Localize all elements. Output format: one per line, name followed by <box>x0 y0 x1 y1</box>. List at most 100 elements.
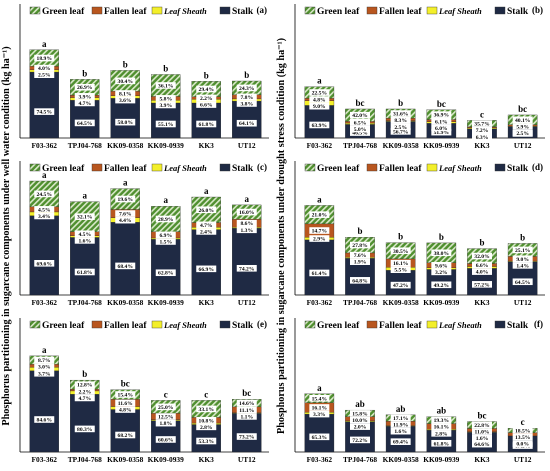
significance-letter: bc <box>437 99 446 109</box>
data-label-fallen-leaf: 4.8% <box>313 98 326 104</box>
data-label-stalk: 61.4% <box>312 271 328 277</box>
data-label-stalk: 69.6% <box>37 261 53 267</box>
data-label-leaf-sheath: 9.0% <box>313 104 326 110</box>
data-label-box <box>472 281 492 288</box>
data-label-box <box>236 406 257 414</box>
data-label-box <box>236 208 257 216</box>
x-tick-label: KK09-0939 <box>423 298 459 307</box>
legend-label-fallen-leaf: Fallen leaf <box>104 164 147 174</box>
data-label-box <box>390 110 411 117</box>
data-label-box <box>309 102 330 110</box>
significance-letter: bc <box>518 104 527 114</box>
data-label-box <box>236 219 257 227</box>
legend-swatch-leaf-sheath <box>426 320 438 329</box>
data-label-stalk: 62.8% <box>158 271 174 277</box>
data-label-fallen-leaf: 9.6% <box>435 263 448 269</box>
data-label-fallen-leaf: 11.0% <box>474 430 489 436</box>
data-label-box <box>34 363 55 370</box>
data-label-box <box>155 238 176 245</box>
data-label-green-leaf: 29.4% <box>199 87 215 93</box>
data-label-green-leaf: 24.5% <box>37 192 53 198</box>
data-label-box <box>115 77 136 85</box>
legend-swatch-stalk <box>219 163 231 172</box>
x-tick-label: F03-362 <box>307 455 333 464</box>
data-label-box <box>390 438 411 445</box>
panel-label: (d) <box>532 162 543 172</box>
data-label-stalk: 57.2% <box>474 282 490 288</box>
data-label-box <box>431 249 452 257</box>
data-label-stalk: 66.9% <box>199 267 215 273</box>
data-label-leaf-sheath: 6.3% <box>476 135 489 141</box>
data-label-box <box>309 89 330 96</box>
legend-swatch-leaf-sheath <box>151 6 163 15</box>
x-tick-label: F03-362 <box>307 141 333 150</box>
data-label-green-leaf: 31.6% <box>393 112 409 118</box>
data-label-leaf-sheath: 2.5% <box>394 125 407 131</box>
data-label-box <box>390 414 411 422</box>
x-tick-label: UT12 <box>238 455 256 464</box>
data-label-green-leaf: 28.9% <box>158 217 174 223</box>
data-label-box <box>236 84 257 92</box>
data-label-box <box>309 211 330 218</box>
data-label-box <box>196 423 217 431</box>
significance-letter: ab <box>437 406 447 416</box>
data-label-green-leaf: 25.0% <box>158 405 174 411</box>
data-label-box <box>309 404 330 411</box>
y-axis-title-right: Phosphorus partitioning in sugarcane com… <box>276 38 287 434</box>
data-label-box <box>350 111 370 119</box>
legend-label-green-leaf: Green leaf <box>317 164 360 174</box>
x-tick-label: KK09-0939 <box>423 141 459 150</box>
data-label-leaf-sheath: 0.0% <box>516 442 529 448</box>
data-label-leaf-sheath: 4.0% <box>476 270 489 276</box>
x-tick-label: KK09-0358 <box>107 141 143 150</box>
data-label-leaf-sheath: 1.1% <box>240 414 253 420</box>
data-label-green-leaf: 40.1% <box>515 118 531 124</box>
x-tick-label: F03-362 <box>307 298 333 307</box>
data-label-green-leaf: 15.4% <box>118 393 134 399</box>
legend-swatch-green-leaf <box>304 6 316 15</box>
legend-label-leaf-sheath: Leaf Sheath <box>438 320 482 330</box>
data-label-leaf-sheath: 2.8% <box>435 431 448 437</box>
data-label-leaf-sheath: 1.3% <box>240 228 253 234</box>
significance-letter: a <box>42 170 47 180</box>
data-label-stalk: 61.8% <box>434 441 450 447</box>
bar-segment-stalk <box>191 102 221 139</box>
data-label-green-leaf: 18.9% <box>37 56 53 62</box>
bar-segment-stalk <box>191 229 221 296</box>
x-tick-label: F03-362 <box>32 141 58 150</box>
data-label-box <box>115 195 136 203</box>
legend-label-stalk: Stalk <box>232 321 254 331</box>
data-label-box <box>115 391 136 398</box>
data-label-box <box>512 246 533 254</box>
data-label-fallen-leaf: 2.2% <box>78 389 91 395</box>
data-label-green-leaf: 32.0% <box>474 254 490 260</box>
data-label-box <box>512 123 533 130</box>
data-label-green-leaf: 19.6% <box>118 197 134 203</box>
data-label-box <box>115 216 136 224</box>
chart-panel-b: (b) Green leaf Fallen leaf Leaf Sheath Stalk… <box>294 4 545 150</box>
data-label-box <box>155 419 176 427</box>
data-label-box <box>236 433 257 440</box>
data-label-box <box>472 261 492 269</box>
data-label-box <box>472 421 492 429</box>
data-label-stalk: 46.5% <box>352 131 368 137</box>
data-label-green-leaf: 32.1% <box>77 215 93 221</box>
data-label-green-leaf: 24.3% <box>239 86 255 92</box>
data-label-stalk: 64.8% <box>352 278 368 284</box>
panel-label: (c) <box>257 162 267 172</box>
data-label-box <box>472 126 492 134</box>
legend-label-fallen-leaf: Fallen leaf <box>379 321 422 331</box>
data-label-leaf-sheath: 3.9% <box>159 103 172 109</box>
significance-letter: a <box>317 194 322 204</box>
data-label-green-leaf: 30.4% <box>118 79 134 85</box>
data-label-box <box>431 128 452 136</box>
data-label-green-leaf: 33.1% <box>199 407 215 413</box>
data-label-box <box>115 399 136 407</box>
data-label-box <box>196 221 217 229</box>
data-label-box <box>155 413 176 420</box>
data-label-stalk: 68.2% <box>118 433 134 439</box>
bar-segment-stalk <box>29 370 59 453</box>
legend-swatch-green-leaf <box>29 6 41 15</box>
bar-segment-stalk <box>110 98 140 139</box>
significance-letter: bc <box>242 388 251 398</box>
